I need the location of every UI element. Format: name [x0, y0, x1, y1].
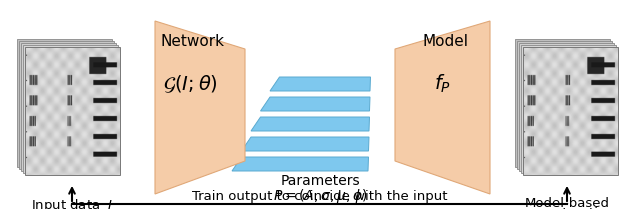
- Text: reconstruction: reconstruction: [518, 207, 615, 209]
- Text: Input data  $\mathit{I}$: Input data $\mathit{I}$: [31, 197, 113, 209]
- FancyBboxPatch shape: [516, 41, 611, 169]
- Text: $f_P$: $f_P$: [435, 73, 452, 95]
- Text: $P = (A, \sigma, \mu, \phi)$: $P = (A, \sigma, \mu, \phi)$: [273, 187, 367, 205]
- Text: Parameters: Parameters: [280, 174, 360, 188]
- Polygon shape: [270, 77, 371, 91]
- FancyBboxPatch shape: [515, 39, 609, 167]
- Polygon shape: [251, 117, 369, 131]
- FancyBboxPatch shape: [20, 43, 115, 171]
- Polygon shape: [232, 157, 369, 171]
- FancyBboxPatch shape: [17, 39, 111, 167]
- FancyBboxPatch shape: [19, 41, 113, 169]
- Polygon shape: [260, 97, 370, 111]
- Polygon shape: [155, 21, 245, 194]
- Polygon shape: [395, 21, 490, 194]
- Text: $\mathcal{G}(I;\theta)$: $\mathcal{G}(I;\theta)$: [163, 73, 218, 95]
- FancyBboxPatch shape: [518, 43, 614, 171]
- Text: Model: Model: [422, 34, 468, 49]
- FancyBboxPatch shape: [22, 45, 118, 173]
- Text: Train output to coincide with the input: Train output to coincide with the input: [192, 190, 448, 203]
- FancyBboxPatch shape: [520, 45, 616, 173]
- Text: Model-based: Model-based: [525, 197, 609, 209]
- Text: Network: Network: [160, 34, 224, 49]
- Polygon shape: [241, 137, 369, 151]
